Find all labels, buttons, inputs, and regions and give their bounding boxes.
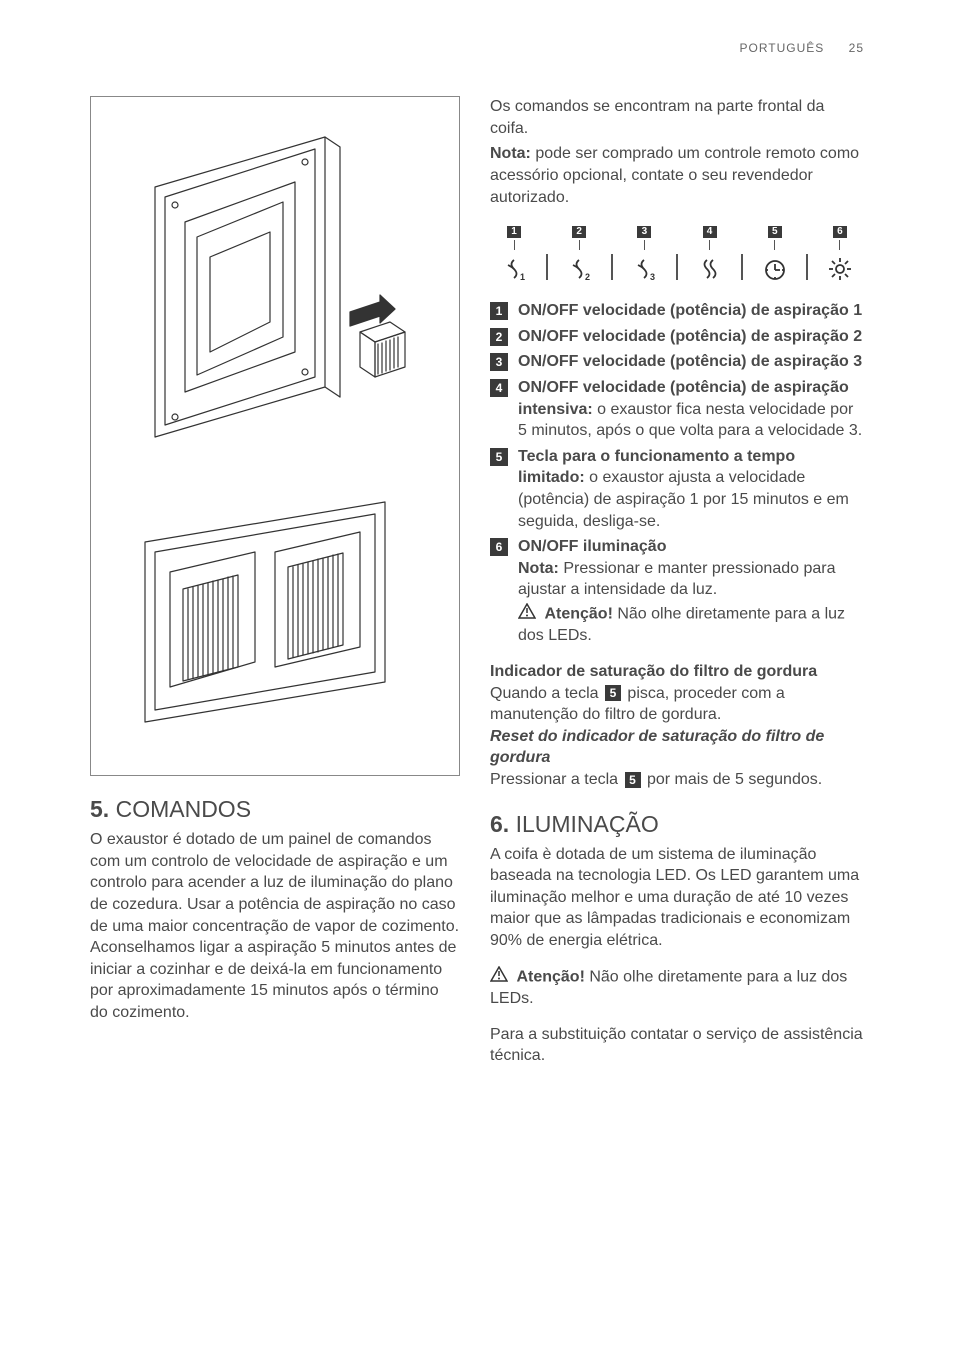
inline-key-5: 5	[605, 685, 621, 701]
header-language: PORTUGUÊS	[740, 41, 825, 55]
section-5-title: COMANDOS	[116, 796, 251, 822]
list-item-number: 6	[490, 538, 508, 556]
list-item-number: 4	[490, 379, 508, 397]
list-item-number: 3	[490, 353, 508, 371]
section-5-body: O exaustor é dotado de um painel de coma…	[90, 829, 460, 1023]
page-header: PORTUGUÊS 25	[90, 40, 864, 56]
control-3: 3 3	[624, 226, 664, 282]
list-item: 2 ON/OFF velocidade (potência) de aspira…	[490, 326, 864, 348]
list-item: 3 ON/OFF velocidade (potência) de aspira…	[490, 351, 864, 373]
list-item-number: 2	[490, 328, 508, 346]
inline-key-5: 5	[625, 772, 641, 788]
section-6-number: 6.	[490, 811, 509, 837]
list-item: 4 ON/OFF velocidade (potência) de aspira…	[490, 377, 864, 442]
list-item-number: 1	[490, 302, 508, 320]
section-6-warning: Atenção! Não olhe diretamente para a luz…	[490, 966, 864, 1010]
section-5-number: 5.	[90, 796, 109, 822]
item-6-note-body: Pressionar e manter pressionado para aju…	[518, 560, 835, 599]
list-item: 6 ON/OFF iluminação Nota: Pressionar e m…	[490, 536, 864, 647]
item-6-title: ON/OFF iluminação	[518, 538, 666, 555]
tick-icon	[709, 240, 710, 250]
filter-reset-body: Pressionar a tecla 5 por mais de 5 segun…	[490, 769, 864, 791]
svg-text:1: 1	[520, 272, 525, 282]
controls-diagram: 1 1 2 2 3	[490, 226, 864, 282]
filter-placement-diagram-icon	[125, 497, 425, 727]
tick-icon	[514, 240, 515, 250]
section-6-body: A coifa è dotada de um sistema de ilumin…	[490, 844, 864, 952]
list-item: 1 ON/OFF velocidade (potência) de aspira…	[490, 300, 864, 322]
tick-icon	[579, 240, 580, 250]
section-6-heading: 6. ILUMINAÇÃO	[490, 809, 864, 840]
section-5-heading: 5. COMANDOS	[90, 794, 460, 825]
fan-speed-3-icon: 3	[631, 256, 657, 282]
fan-intensive-icon	[697, 256, 723, 282]
section-6-warn-label: Atenção!	[516, 968, 584, 985]
item-6-warning: Atenção! Não olhe diretamente para a luz…	[518, 603, 864, 647]
control-4: 4	[690, 226, 730, 282]
tick-icon	[839, 240, 840, 250]
filter-reset-title: Reset do indicador de saturação do filtr…	[490, 726, 864, 769]
section-6-title: ILUMINAÇÃO	[516, 811, 659, 837]
controls-legend-list: 1 ON/OFF velocidade (potência) de aspira…	[490, 300, 864, 647]
commands-location-text: Os comandos se encontram na parte fronta…	[490, 96, 864, 139]
list-item: 5 Tecla para o funcionamento a tempo lim…	[490, 446, 864, 532]
list-item-number: 5	[490, 448, 508, 466]
installation-figure	[90, 96, 460, 776]
remote-note: Nota: pode ser comprado um controle remo…	[490, 143, 864, 208]
control-6-number: 6	[833, 226, 847, 238]
control-1-number: 1	[507, 226, 521, 238]
separator-icon	[546, 254, 548, 280]
section-6-footer: Para a substituição contatar o serviço d…	[490, 1024, 864, 1067]
item-6-warn-label: Atenção!	[544, 605, 612, 622]
filter-indicator-body: Quando a tecla 5 pisca, proceder com a m…	[490, 683, 864, 726]
control-3-number: 3	[637, 226, 651, 238]
fan-speed-1-icon: 1	[501, 256, 527, 282]
item-1-title: ON/OFF velocidade (potência) de aspiraçã…	[518, 302, 862, 319]
note-label: Nota:	[490, 145, 531, 162]
item-3-title: ON/OFF velocidade (potência) de aspiraçã…	[518, 353, 862, 370]
control-5: 5	[755, 226, 795, 282]
filter-indicator-title: Indicador de saturação do filtro de gord…	[490, 661, 864, 683]
control-2-number: 2	[572, 226, 586, 238]
control-4-number: 4	[703, 226, 717, 238]
header-page-number: 25	[849, 41, 864, 55]
fan-speed-2-icon: 2	[566, 256, 592, 282]
tick-icon	[644, 240, 645, 250]
warning-triangle-icon	[490, 966, 508, 989]
svg-text:2: 2	[585, 272, 590, 282]
item-6-note-label: Nota:	[518, 560, 559, 577]
hood-assembly-diagram-icon	[125, 127, 425, 457]
separator-icon	[741, 254, 743, 280]
filter-indicator-section: Indicador de saturação do filtro de gord…	[490, 661, 864, 791]
filter-reset-pre: Pressionar a tecla	[490, 771, 623, 788]
svg-text:3: 3	[650, 272, 655, 282]
control-5-number: 5	[768, 226, 782, 238]
control-2: 2 2	[559, 226, 599, 282]
control-6: 6	[820, 226, 860, 282]
control-1: 1 1	[494, 226, 534, 282]
item-2-title: ON/OFF velocidade (potência) de aspiraçã…	[518, 328, 862, 345]
separator-icon	[611, 254, 613, 280]
filter-body-pre: Quando a tecla	[490, 685, 603, 702]
timer-icon	[762, 256, 788, 282]
separator-icon	[676, 254, 678, 280]
note-body: pode ser comprado um controle remoto com…	[490, 145, 859, 205]
separator-icon	[806, 254, 808, 280]
filter-reset-post: por mais de 5 segundos.	[643, 771, 823, 788]
tick-icon	[774, 240, 775, 250]
warning-triangle-icon	[518, 603, 536, 626]
light-icon	[827, 256, 853, 282]
